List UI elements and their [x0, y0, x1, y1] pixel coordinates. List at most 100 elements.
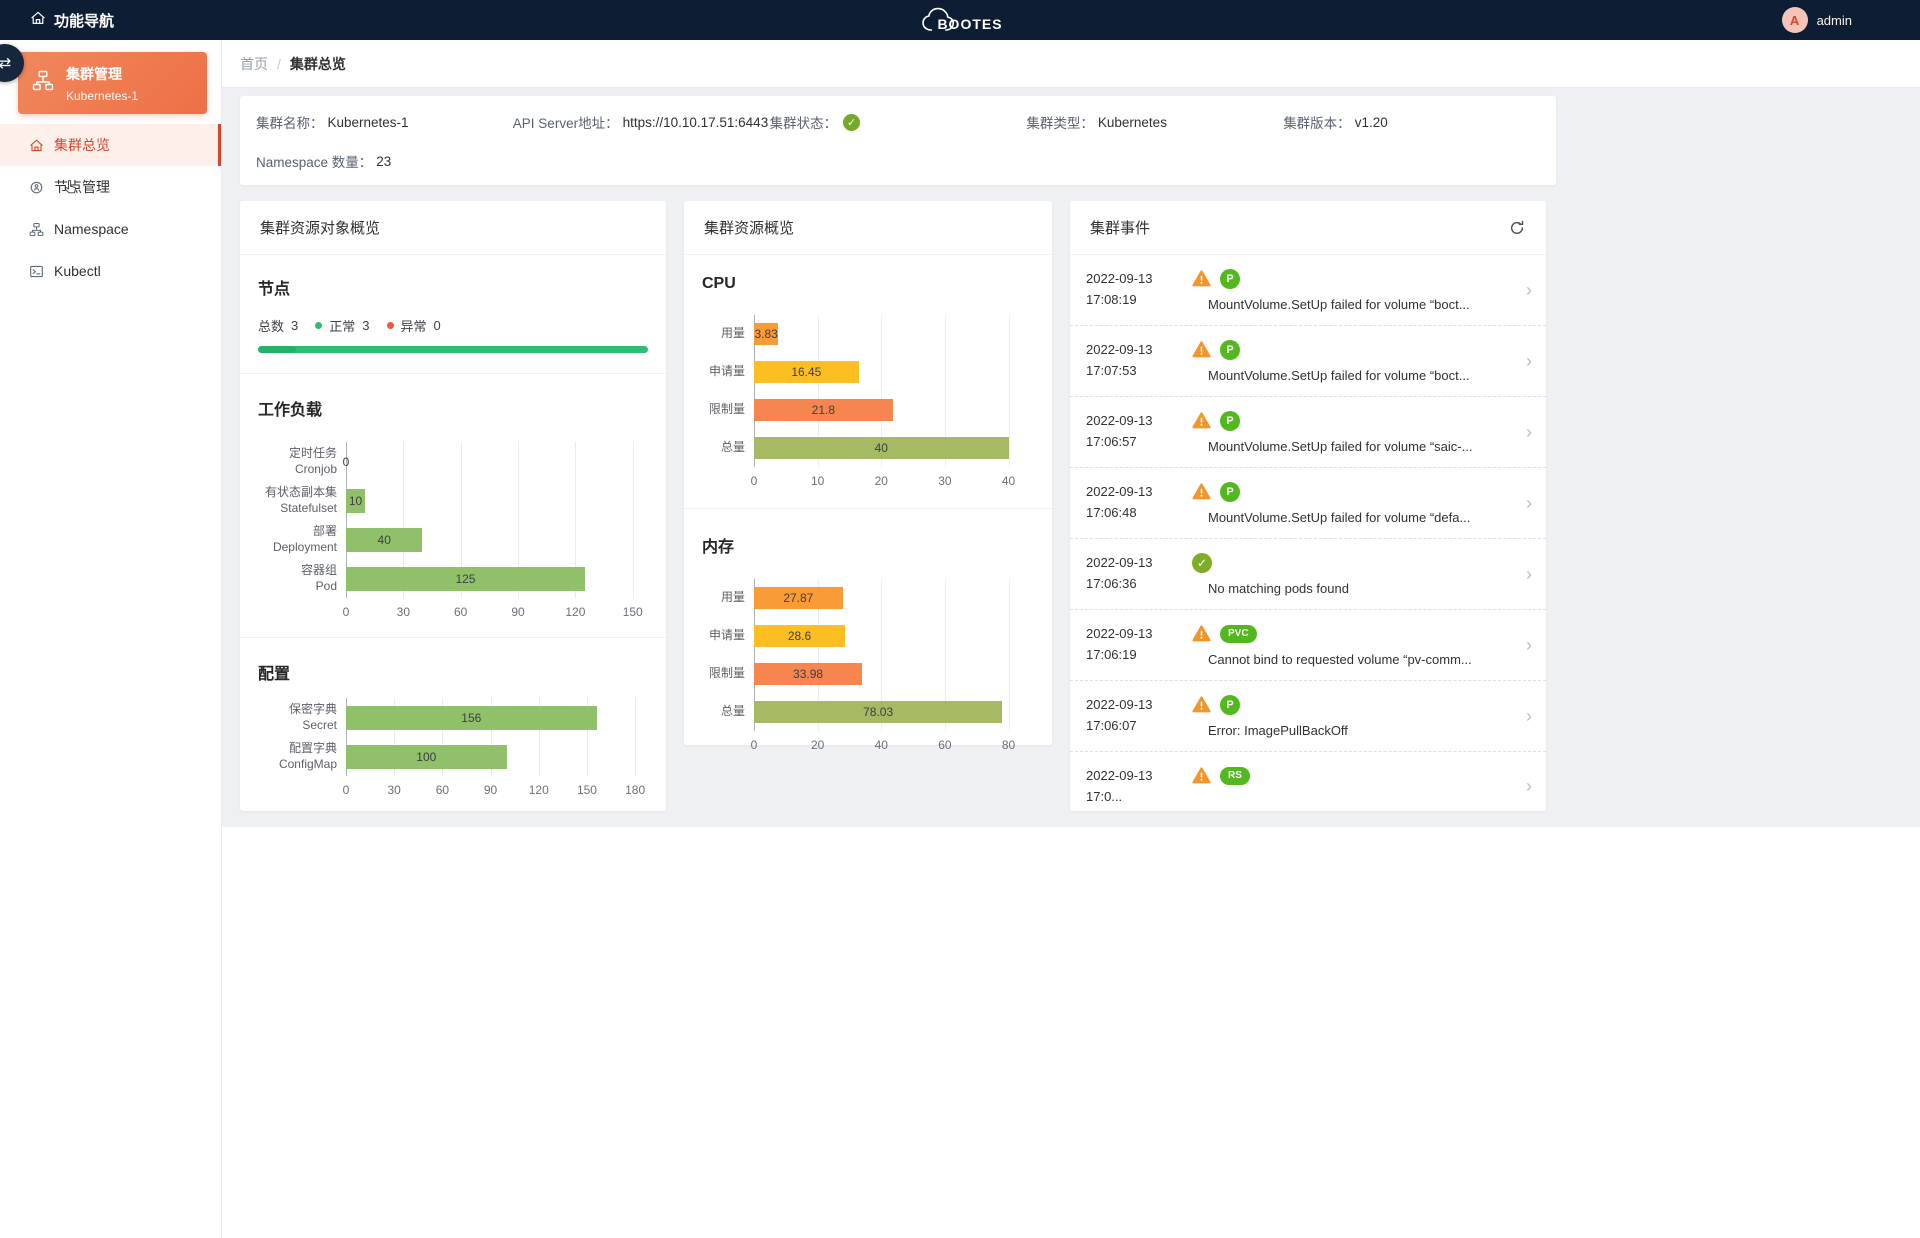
bar-value-label: 40 — [874, 441, 888, 455]
p-badge: P — [1220, 694, 1240, 715]
chevron-right-icon[interactable]: › — [1526, 493, 1532, 513]
chart-gridline — [944, 315, 946, 467]
bar: 33.98 — [754, 663, 863, 685]
function-nav[interactable]: 功能导航 — [0, 10, 114, 31]
sidebar-item-kubectl[interactable]: Kubectl — [0, 250, 221, 292]
rs-badge: RS — [1220, 766, 1250, 785]
chevron-right-icon[interactable]: › — [1526, 706, 1532, 726]
chart-gridline — [403, 442, 405, 598]
node-health-bar — [258, 346, 648, 353]
bar: 156 — [346, 705, 597, 730]
chevron-right-icon[interactable]: › — [1526, 351, 1532, 371]
chart-gridline — [754, 579, 755, 731]
cluster-card-title: 集群管理 — [66, 65, 122, 82]
chart-gridline — [881, 315, 883, 467]
node-section-title: 节点 — [258, 281, 291, 298]
chart-gridline — [538, 698, 540, 776]
chevron-right-icon[interactable]: › — [1526, 635, 1532, 655]
event-message: MountVolume.SetUp failed for volume “def… — [1208, 510, 1471, 525]
event-row[interactable]: 2022-09-13 17:0... RS › — [1070, 752, 1546, 811]
warning-icon — [1192, 270, 1211, 287]
event-message: MountVolume.SetUp failed for volume “sai… — [1208, 439, 1473, 454]
event-row[interactable]: 2022-09-13 17:06:36 ✓ No matching pods foun… — [1070, 539, 1546, 610]
sidebar: ⇄ 集群管理 Kubernetes-1 集群总览 — [0, 40, 222, 1238]
namespace-icon — [28, 221, 44, 237]
event-timestamp: 2022-09-13 17:06:19 — [1086, 626, 1153, 662]
sidebar-menu: 集群总览 节点管理 Namespace — [0, 124, 221, 292]
chart-category-label: 限制量 — [708, 402, 745, 417]
bar-value-label: 125 — [455, 571, 476, 586]
warning-icon — [1192, 341, 1211, 358]
chevron-right-icon[interactable]: › — [1526, 564, 1532, 584]
chart-category-label: 用量 — [720, 590, 745, 605]
cluster-status-field: 集群状态： ✓ — [770, 112, 1027, 132]
chart-bar-row: 0 — [343, 442, 648, 481]
avatar: A — [1781, 7, 1808, 33]
sidebar-item-node-manage[interactable]: 节点管理 — [0, 166, 221, 208]
user-menu[interactable]: A admin — [1781, 7, 1920, 33]
chart-bar-row: 40 — [754, 429, 1034, 467]
event-row[interactable]: 2022-09-13 17:06:07 P Error: ImagePullBackO… — [1070, 681, 1546, 752]
event-row[interactable]: 2022-09-13 17:08:19 P MountVolume.SetUp fai… — [1070, 255, 1546, 326]
chart-gridline — [460, 442, 462, 598]
sidebar-item-cluster-overview[interactable]: 集群总览 — [0, 124, 221, 166]
chart-gridline — [817, 579, 819, 731]
cluster-name-field: 集群名称： Kubernetes-1 — [256, 114, 409, 132]
chart-gridline — [632, 442, 634, 598]
bar: 125 — [346, 566, 585, 591]
chevron-right-icon[interactable]: › — [1526, 776, 1532, 796]
chevron-right-icon[interactable]: › — [1526, 280, 1532, 300]
p-badge: P — [1220, 268, 1240, 289]
bar-value-label: 28.6 — [787, 629, 812, 643]
user-name: admin — [1816, 12, 1852, 28]
status-ok-icon: ✓ — [843, 113, 861, 131]
breadcrumb-home[interactable]: 首页 — [240, 55, 268, 72]
sidebar-item-label: 集群总览 — [54, 137, 110, 153]
bar: 21.8 — [754, 399, 893, 421]
chart-category-label: 申请量 — [708, 364, 745, 379]
event-row[interactable]: 2022-09-13 17:06:19 PVC Cannot bind to requ… — [1070, 610, 1546, 681]
event-row[interactable]: 2022-09-13 17:06:57 P MountVolume.SetUp fai… — [1070, 397, 1546, 468]
breadcrumb: 首页 / 集群总览 — [222, 40, 1920, 88]
namespace-count-value: 23 — [376, 153, 392, 169]
chart-bar-row: 40 — [346, 520, 648, 559]
chart-bar-row: 3.83 — [754, 315, 1034, 353]
event-message: Error: ImagePullBackOff — [1208, 723, 1348, 738]
sidebar-item-namespace[interactable]: Namespace — [0, 208, 221, 250]
bar: 16.45 — [754, 361, 859, 383]
cluster-card-subtitle: Kubernetes-1 — [66, 88, 139, 103]
event-row[interactable]: 2022-09-13 17:06:48 P MountVolume.SetUp fai… — [1070, 468, 1546, 539]
api-server-value: https://10.10.17.51:6443 — [622, 114, 769, 130]
cluster-version-value: v1.20 — [1354, 114, 1388, 130]
bar-value-label: 78.03 — [863, 705, 894, 719]
chart-category-label: 总量 — [720, 440, 745, 455]
bar-value-label: 156 — [461, 710, 482, 725]
event-timestamp: 2022-09-13 17:08:19 — [1086, 271, 1153, 307]
workload-chart: 定时任务 Cronjob 有状态副本集 Statefulset 部署 Deployment… — [258, 442, 648, 621]
chart-gridline — [1008, 315, 1010, 467]
bar-value-label: 40 — [377, 532, 391, 547]
events-panel-title: 集群事件 — [1090, 220, 1151, 237]
bar: 28.6 — [754, 625, 845, 647]
chart-category-label: 配置字典 ConfigMap — [278, 740, 337, 771]
event-message: No matching pods found — [1208, 581, 1349, 596]
chart-bar-row: 156 — [346, 698, 648, 737]
cluster-info-card: 集群名称： Kubernetes-1 API Server地址： https:/… — [240, 96, 1556, 185]
chevron-right-icon[interactable]: › — [1526, 422, 1532, 442]
breadcrumb-separator: / — [277, 55, 281, 72]
chart-gridline — [881, 579, 883, 731]
warning-icon — [1192, 625, 1211, 642]
refresh-button[interactable] — [1508, 219, 1526, 237]
chart-gridline — [490, 698, 492, 776]
cluster-manage-card[interactable]: 集群管理 Kubernetes-1 — [18, 52, 207, 114]
chart-gridline — [754, 315, 755, 467]
chart-bar-row: 78.03 — [754, 693, 1034, 731]
warning-icon — [1192, 696, 1211, 713]
breadcrumb-current: 集群总览 — [289, 55, 346, 72]
chart-gridline — [518, 442, 520, 598]
event-row[interactable]: 2022-09-13 17:07:53 P MountVolume.SetUp fai… — [1070, 326, 1546, 397]
warning-icon — [1192, 412, 1211, 429]
chart-gridline — [394, 698, 396, 776]
cluster-topology-icon — [32, 70, 54, 97]
